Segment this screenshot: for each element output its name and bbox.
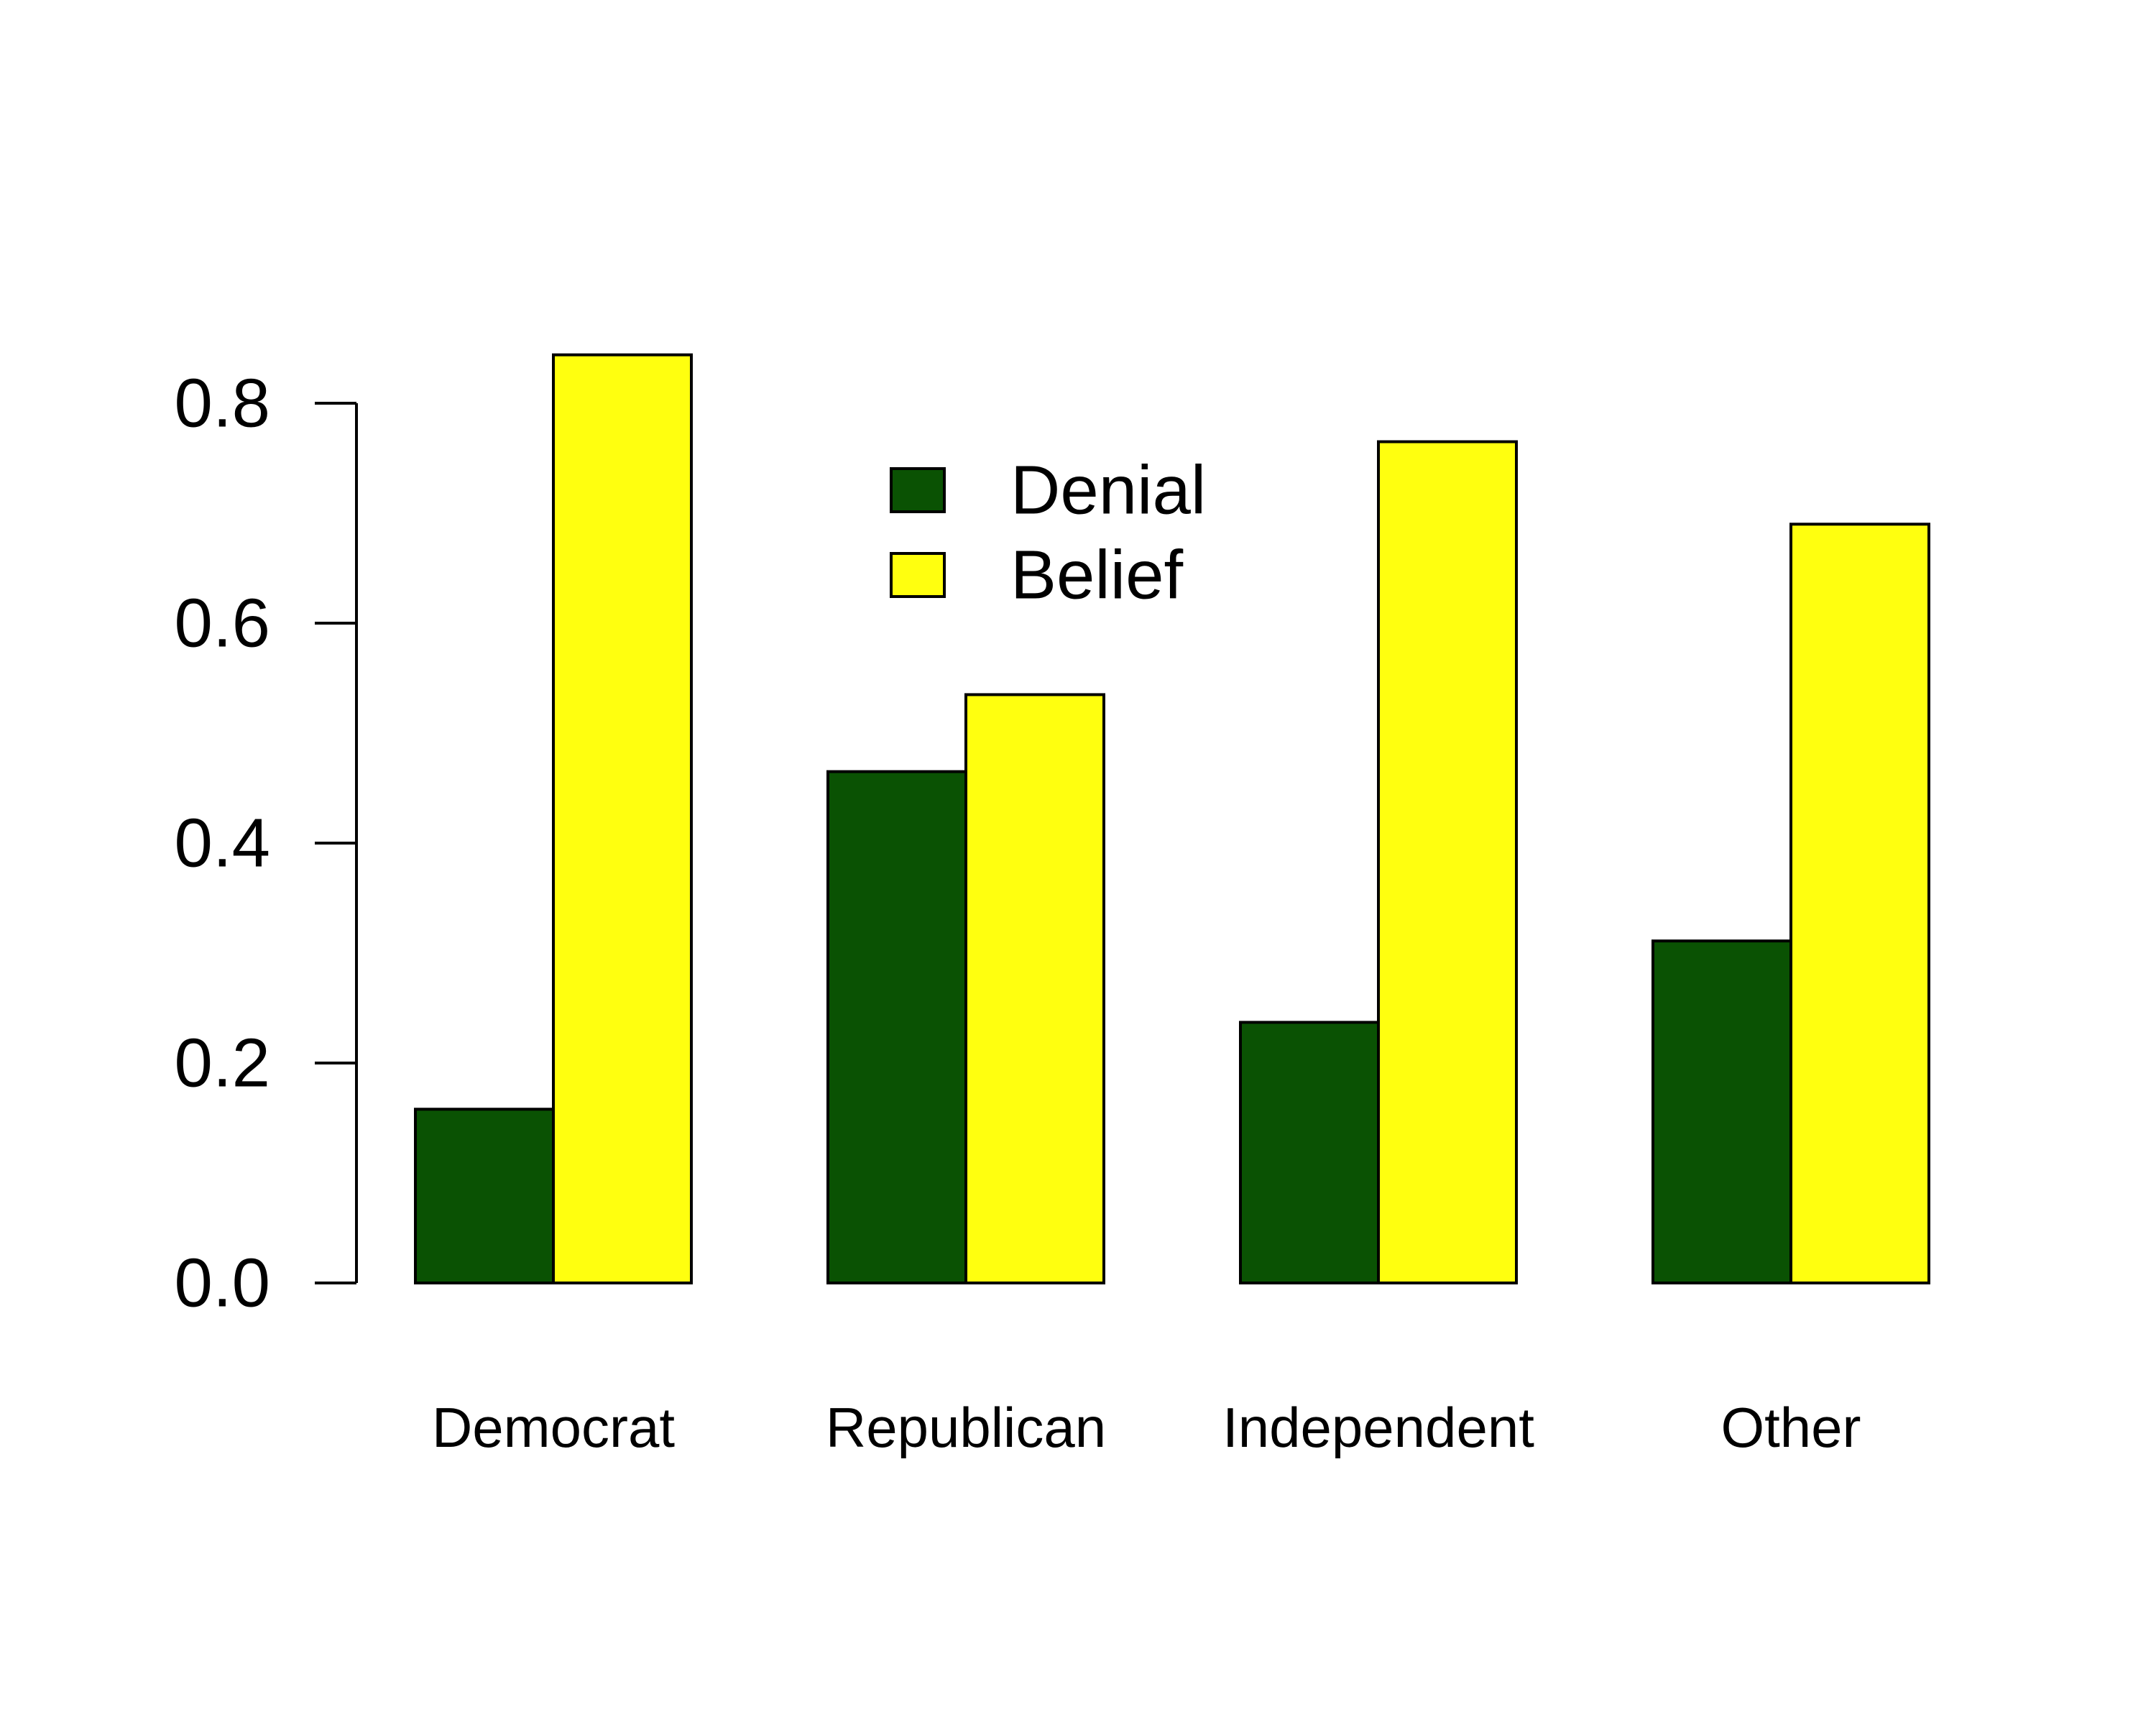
bar-independent-belief xyxy=(1377,440,1518,1284)
y-tick-label: 0.8 xyxy=(175,365,270,442)
y-axis: 0.0 0.2 0.4 0.6 0.8 xyxy=(175,365,358,1322)
y-tick-label: 0.2 xyxy=(175,1025,270,1102)
bar-independent-denial xyxy=(1239,1021,1380,1284)
bars-layer xyxy=(414,353,1930,1285)
category-label-republican: Republican xyxy=(826,1396,1106,1459)
bar-democrat-belief xyxy=(552,353,693,1284)
bar-republican-denial xyxy=(826,770,967,1285)
category-label-democrat: Democrat xyxy=(432,1396,675,1459)
y-tick-label: 0.4 xyxy=(175,805,270,882)
category-label-other: Other xyxy=(1720,1396,1861,1459)
x-axis-labels: Democrat Republican Independent Other xyxy=(432,1396,1861,1459)
legend-swatch-belief xyxy=(890,552,946,598)
bar-other-belief xyxy=(1789,523,1930,1284)
category-label-independent: Independent xyxy=(1222,1396,1534,1459)
bar-other-denial xyxy=(1651,939,1792,1285)
bar-republican-belief xyxy=(964,693,1105,1284)
legend-label-belief: Belief xyxy=(1010,537,1183,614)
legend-swatch-denial xyxy=(890,467,946,513)
y-tick-label: 0.6 xyxy=(175,585,270,662)
y-tick-label: 0.0 xyxy=(175,1245,270,1322)
legend-label-denial: Denial xyxy=(1010,452,1206,529)
legend: Denial Belief xyxy=(890,452,1206,614)
bar-democrat-denial xyxy=(414,1108,555,1285)
